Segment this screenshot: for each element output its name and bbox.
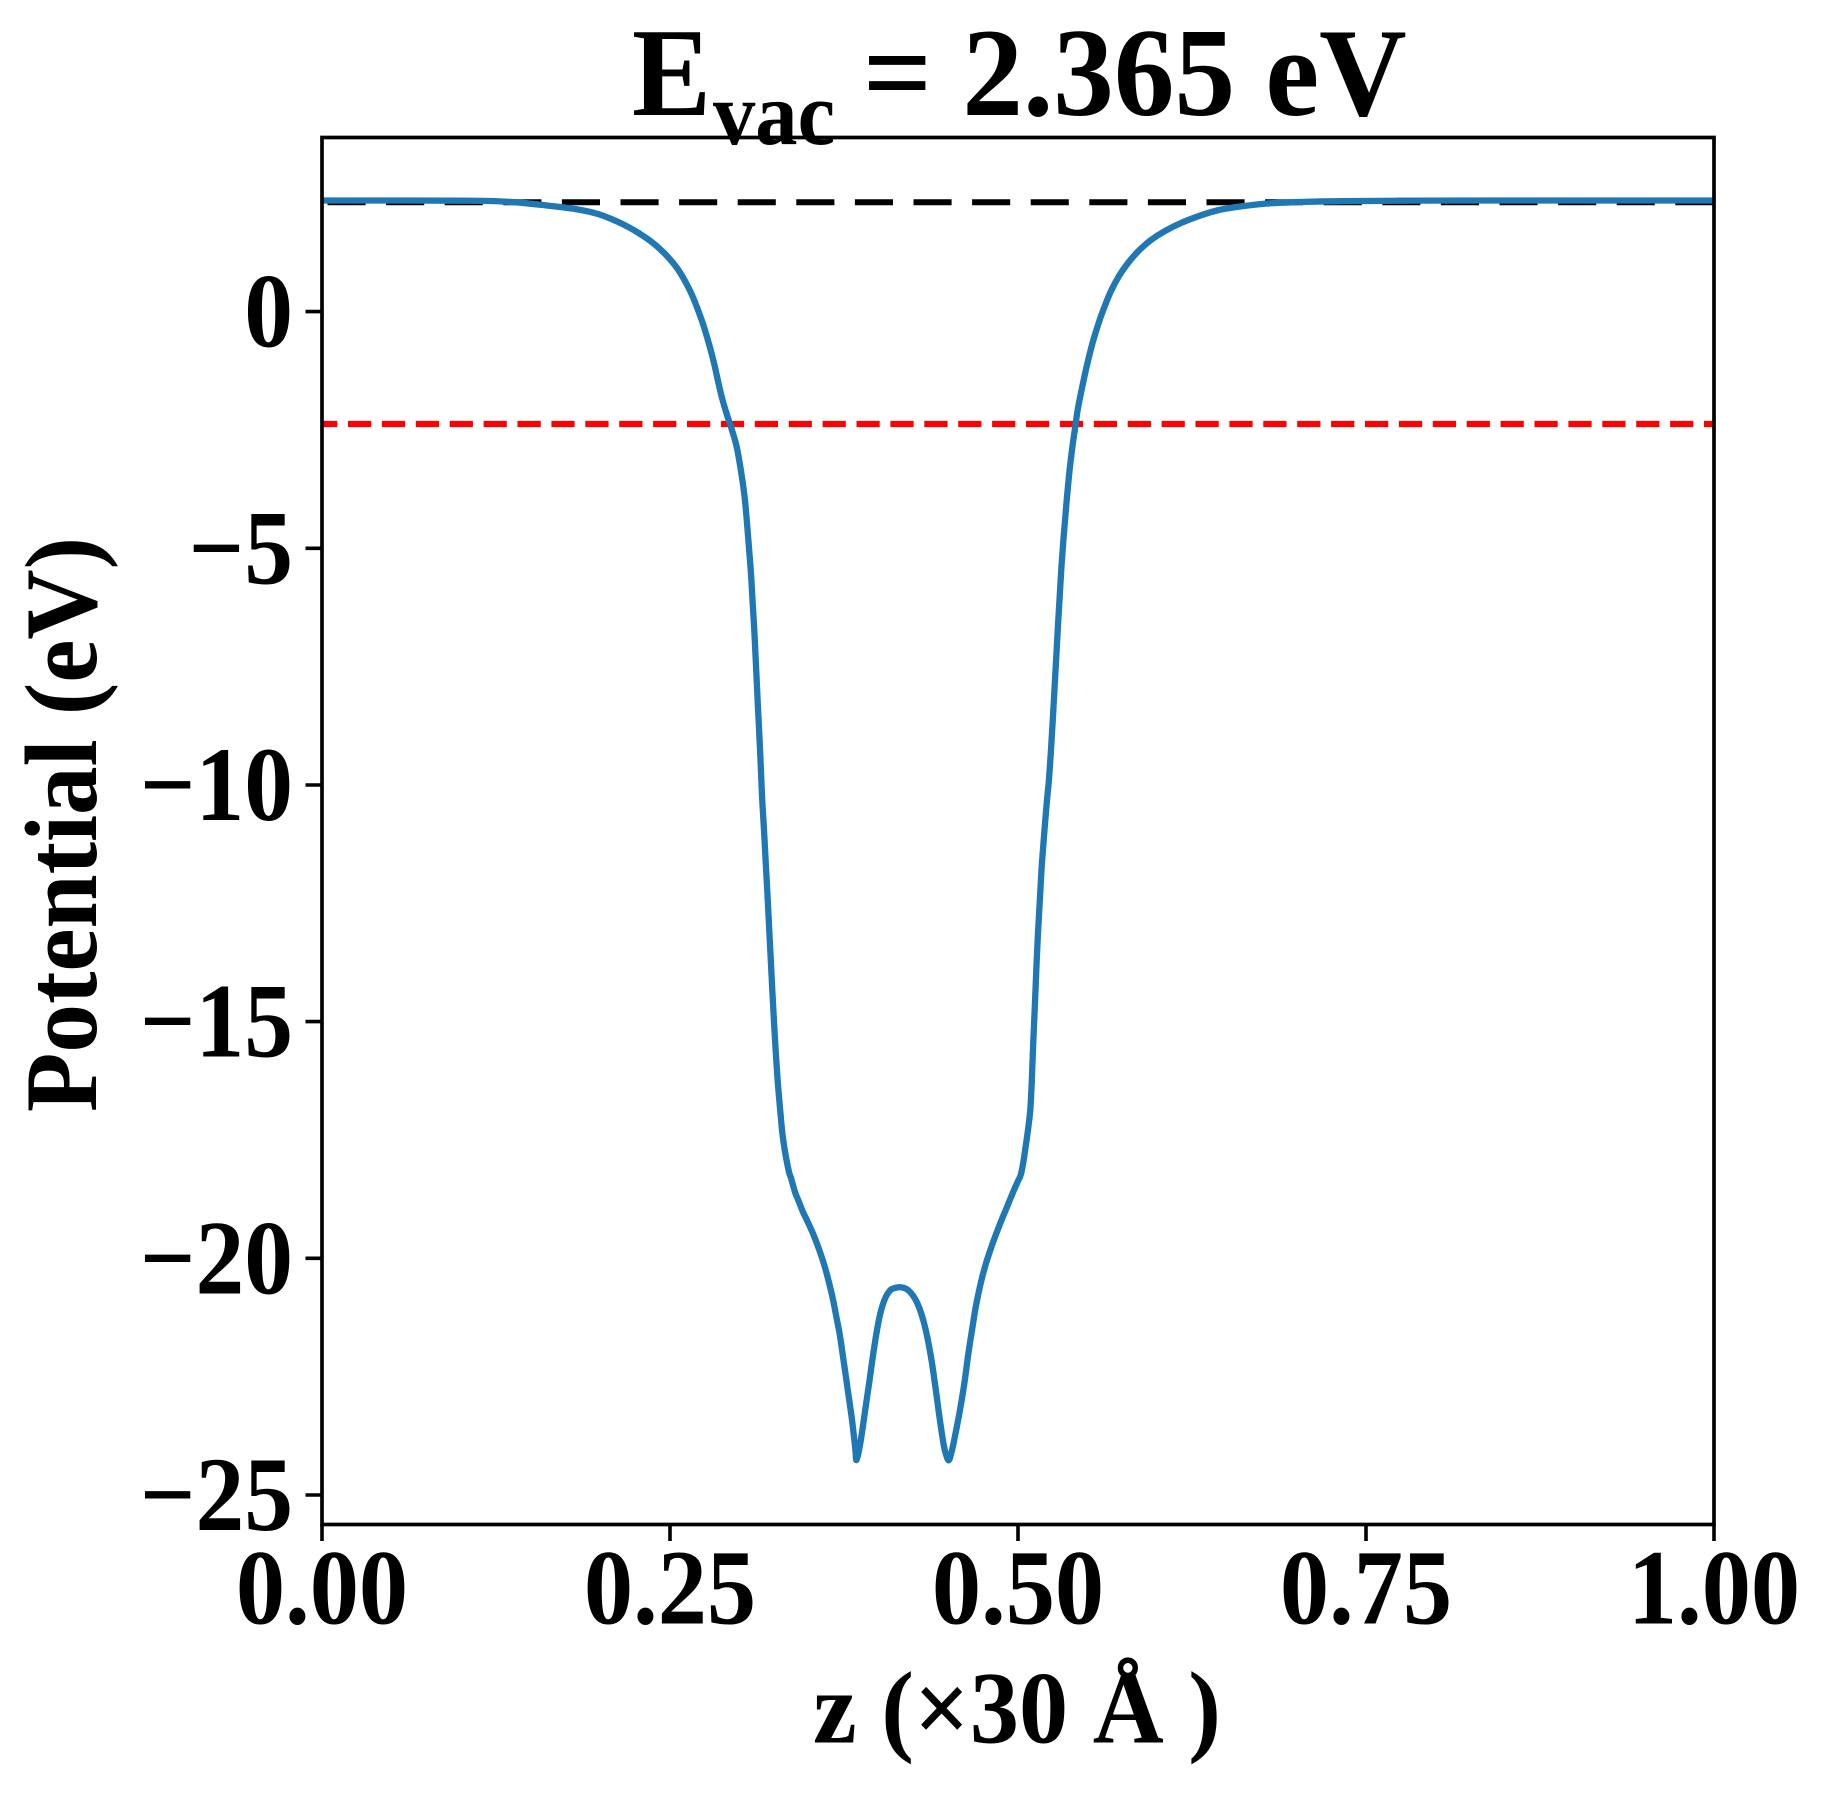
svg-text:0.50: 0.50 bbox=[932, 1529, 1104, 1648]
svg-text:−10: −10 bbox=[140, 726, 293, 844]
svg-text:0.75: 0.75 bbox=[1280, 1529, 1452, 1648]
svg-text:vac: vac bbox=[713, 64, 835, 164]
svg-text:−20: −20 bbox=[140, 1200, 293, 1318]
svg-text:1.00: 1.00 bbox=[1628, 1529, 1800, 1648]
svg-text:0.00: 0.00 bbox=[236, 1529, 408, 1648]
svg-text:0: 0 bbox=[244, 253, 293, 371]
svg-text:0.25: 0.25 bbox=[584, 1529, 756, 1648]
svg-text:= 2.365 eV: = 2.365 eV bbox=[863, 3, 1407, 143]
svg-text:−25: −25 bbox=[140, 1436, 293, 1554]
svg-text:−15: −15 bbox=[140, 963, 293, 1081]
svg-text:z (×30 Å ): z (×30 Å ) bbox=[813, 1650, 1221, 1765]
svg-text:Potential (eV): Potential (eV) bbox=[4, 537, 118, 1112]
svg-text:−5: −5 bbox=[189, 490, 293, 608]
svg-text:E: E bbox=[632, 4, 711, 143]
